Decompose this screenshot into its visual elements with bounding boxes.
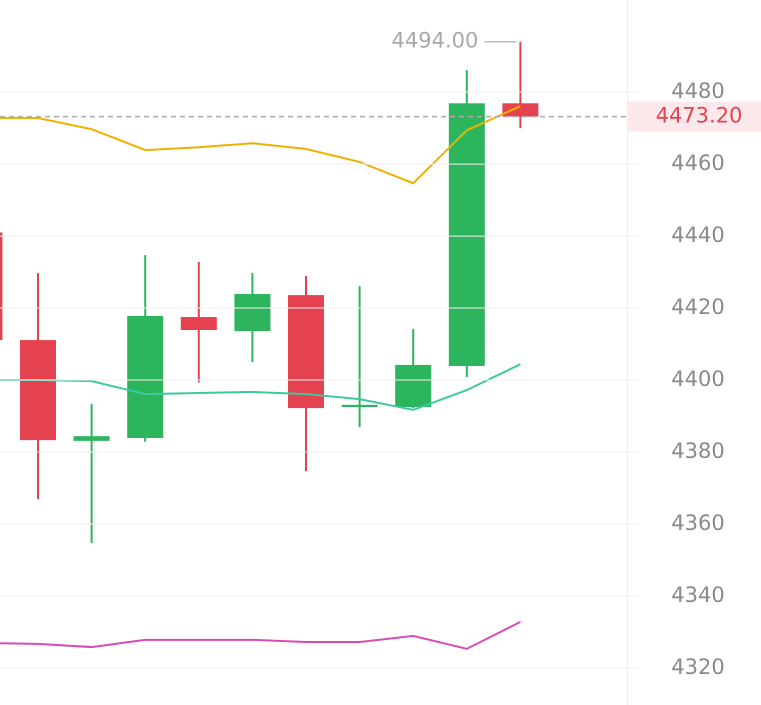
y-tick-label: 4340 (671, 583, 724, 607)
candle-body (180, 317, 217, 331)
candle-body (0, 232, 3, 341)
candle-body (127, 315, 164, 438)
last-price-badge (627, 101, 761, 132)
candle-body (341, 404, 378, 408)
candle-body (502, 103, 539, 117)
candle-body (20, 340, 56, 441)
indicator-line (0, 105, 521, 185)
max-price-label: 4494.00 (392, 29, 479, 53)
candle-body (448, 103, 485, 366)
y-tick-label: 4360 (671, 511, 724, 535)
y-tick-label: 4400 (671, 367, 724, 391)
y-tick-label: 4320 (671, 655, 724, 679)
candle-body (288, 295, 324, 409)
last-price-label: 4473.20 (656, 104, 743, 128)
y-tick-label: 4440 (671, 223, 724, 247)
y-tick-label: 4420 (671, 295, 724, 319)
plot-area (0, 41, 539, 650)
candle-body (234, 294, 271, 332)
candle-body (73, 436, 110, 441)
candle-body (395, 364, 432, 408)
y-tick-label: 4460 (671, 151, 724, 175)
y-tick-label: 4380 (671, 439, 724, 463)
y-tick-label: 4480 (671, 79, 724, 103)
indicator-line (0, 363, 521, 411)
indicator-line (0, 620, 521, 650)
